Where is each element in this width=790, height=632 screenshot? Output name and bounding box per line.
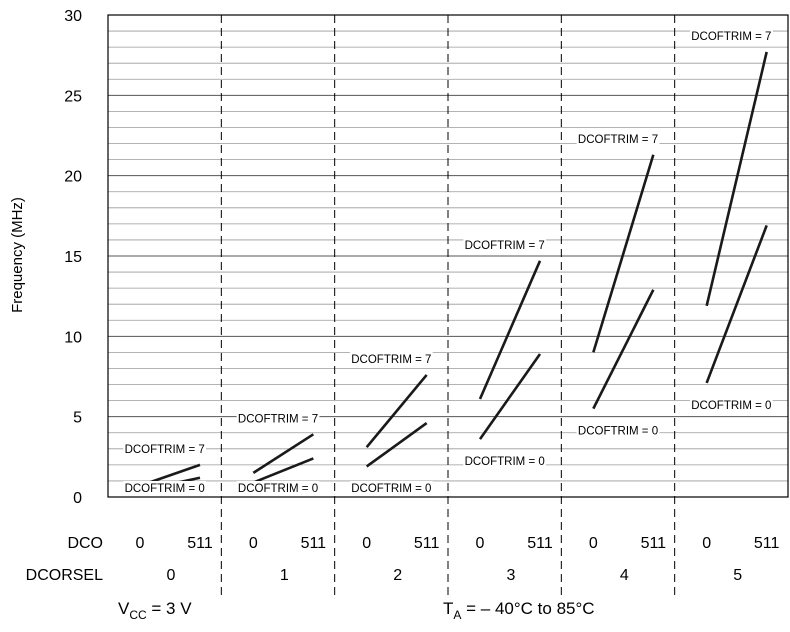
annotation-trim0-dcorsel-4: DCOFTRIM = 0 <box>578 426 658 438</box>
y-tick-label: 0 <box>73 490 82 507</box>
annotation-background <box>236 411 320 427</box>
series-line-dcorsel-2-trim7 <box>365 374 428 449</box>
annotation-trim7-dcorsel-5: DCOFTRIM = 7 <box>691 31 771 43</box>
annotation-background <box>123 441 207 457</box>
x-axis-ticks: 0 511 0 0 511 1 0 511 2 0 511 3 0 511 4 0 511 5 <box>136 535 780 584</box>
series-line-dcorsel-5-trim0 <box>705 225 768 384</box>
dco-tick-label: 0 <box>136 535 145 552</box>
group-dividers <box>220 15 676 595</box>
vcc-symbol: V <box>118 599 130 618</box>
vcc-value: = 3 V <box>147 599 193 618</box>
dco-tick-label: 0 <box>702 535 711 552</box>
series-line-dcorsel-3-trim7 <box>478 260 542 400</box>
dco-tick-label: 0 <box>249 535 258 552</box>
series-line-dcorsel-5-trim7 <box>705 51 768 307</box>
dco-tick-label: 0 <box>476 535 485 552</box>
series-annotations: DCOFTRIM = 7 DCOFTRIM = 0 DCOFTRIM = 7 DCOF… <box>123 29 773 496</box>
y-tick-label: 5 <box>73 410 82 427</box>
annotation-trim0-dcorsel-0: DCOFTRIM = 0 <box>125 483 205 495</box>
y-tick-label: 30 <box>64 8 82 25</box>
series-line-dcorsel-3-trim0 <box>478 353 542 440</box>
dco-tick-label: 511 <box>641 535 667 552</box>
series-line-dcorsel-2-trim0 <box>365 422 428 468</box>
vcc-subscript: CC <box>129 608 147 622</box>
y-axis-ticks: 0 5 10 15 20 25 30 <box>64 8 82 507</box>
annotation-trim0-dcorsel-2: DCOFTRIM = 0 <box>351 483 431 495</box>
annotation-background <box>349 481 433 496</box>
ta-subscript: A <box>453 608 461 622</box>
dco-tick-label: 0 <box>589 535 598 552</box>
annotation-trim0-dcorsel-1: DCOFTRIM = 0 <box>238 483 318 495</box>
dcorsel-label: 1 <box>280 567 289 584</box>
annotation-trim7-dcorsel-0: DCOFTRIM = 7 <box>125 444 205 456</box>
annotation-trim7-dcorsel-3: DCOFTRIM = 7 <box>465 240 545 252</box>
dcorsel-row-label: DCORSEL <box>26 567 103 584</box>
dco-tick-label: 511 <box>754 535 780 552</box>
annotation-trim0-dcorsel-5: DCOFTRIM = 0 <box>691 400 771 412</box>
y-tick-label: 15 <box>64 249 82 266</box>
annotation-background <box>689 397 773 413</box>
vcc-condition: VCC = 3 V <box>118 599 192 622</box>
annotation-background <box>463 454 547 470</box>
dco-tick-label: 511 <box>301 535 327 552</box>
annotation-background <box>123 481 207 496</box>
y-tick-label: 25 <box>64 88 82 105</box>
series-layer <box>139 51 768 492</box>
annotation-trim0-dcorsel-3: DCOFTRIM = 0 <box>465 456 545 468</box>
dcorsel-label: 4 <box>620 567 629 584</box>
plot-frame <box>107 14 789 498</box>
dcorsel-label: 5 <box>733 567 742 584</box>
annotation-trim7-dcorsel-4: DCOFTRIM = 7 <box>578 134 658 146</box>
dco-tick-label: 511 <box>527 535 553 552</box>
dco-tick-label: 511 <box>414 535 440 552</box>
plot-border <box>107 14 789 498</box>
y-tick-label: 20 <box>64 169 82 186</box>
dco-tick-label: 511 <box>187 535 213 552</box>
dcorsel-label: 0 <box>167 567 176 584</box>
annotation-trim7-dcorsel-1: DCOFTRIM = 7 <box>238 413 318 425</box>
annotation-background <box>463 237 547 253</box>
y-tick-label: 10 <box>64 329 82 346</box>
annotation-background <box>576 423 660 439</box>
annotation-background <box>349 351 433 367</box>
series-line-dcorsel-4-trim0 <box>592 289 655 410</box>
dco-tick-label: 0 <box>362 535 371 552</box>
y-axis-label: Frequency (MHz) <box>9 197 26 313</box>
series-line-dcorsel-4-trim7 <box>592 154 655 353</box>
annotation-background <box>689 29 773 44</box>
series-line-dcorsel-1-trim0 <box>252 457 314 484</box>
series-line-dcorsel-1-trim7 <box>252 433 315 474</box>
ta-condition: TA = – 40°C to 85°C <box>443 599 595 622</box>
annotation-trim7-dcorsel-2: DCOFTRIM = 7 <box>351 354 431 366</box>
dcorsel-label: 3 <box>507 567 516 584</box>
ta-value: = – 40°C to 85°C <box>461 599 594 618</box>
dco-row-label: DCO <box>67 535 103 552</box>
annotation-background <box>576 131 660 147</box>
annotation-background <box>236 481 320 496</box>
dcorsel-label: 2 <box>393 567 402 584</box>
ta-symbol: T <box>443 599 453 618</box>
